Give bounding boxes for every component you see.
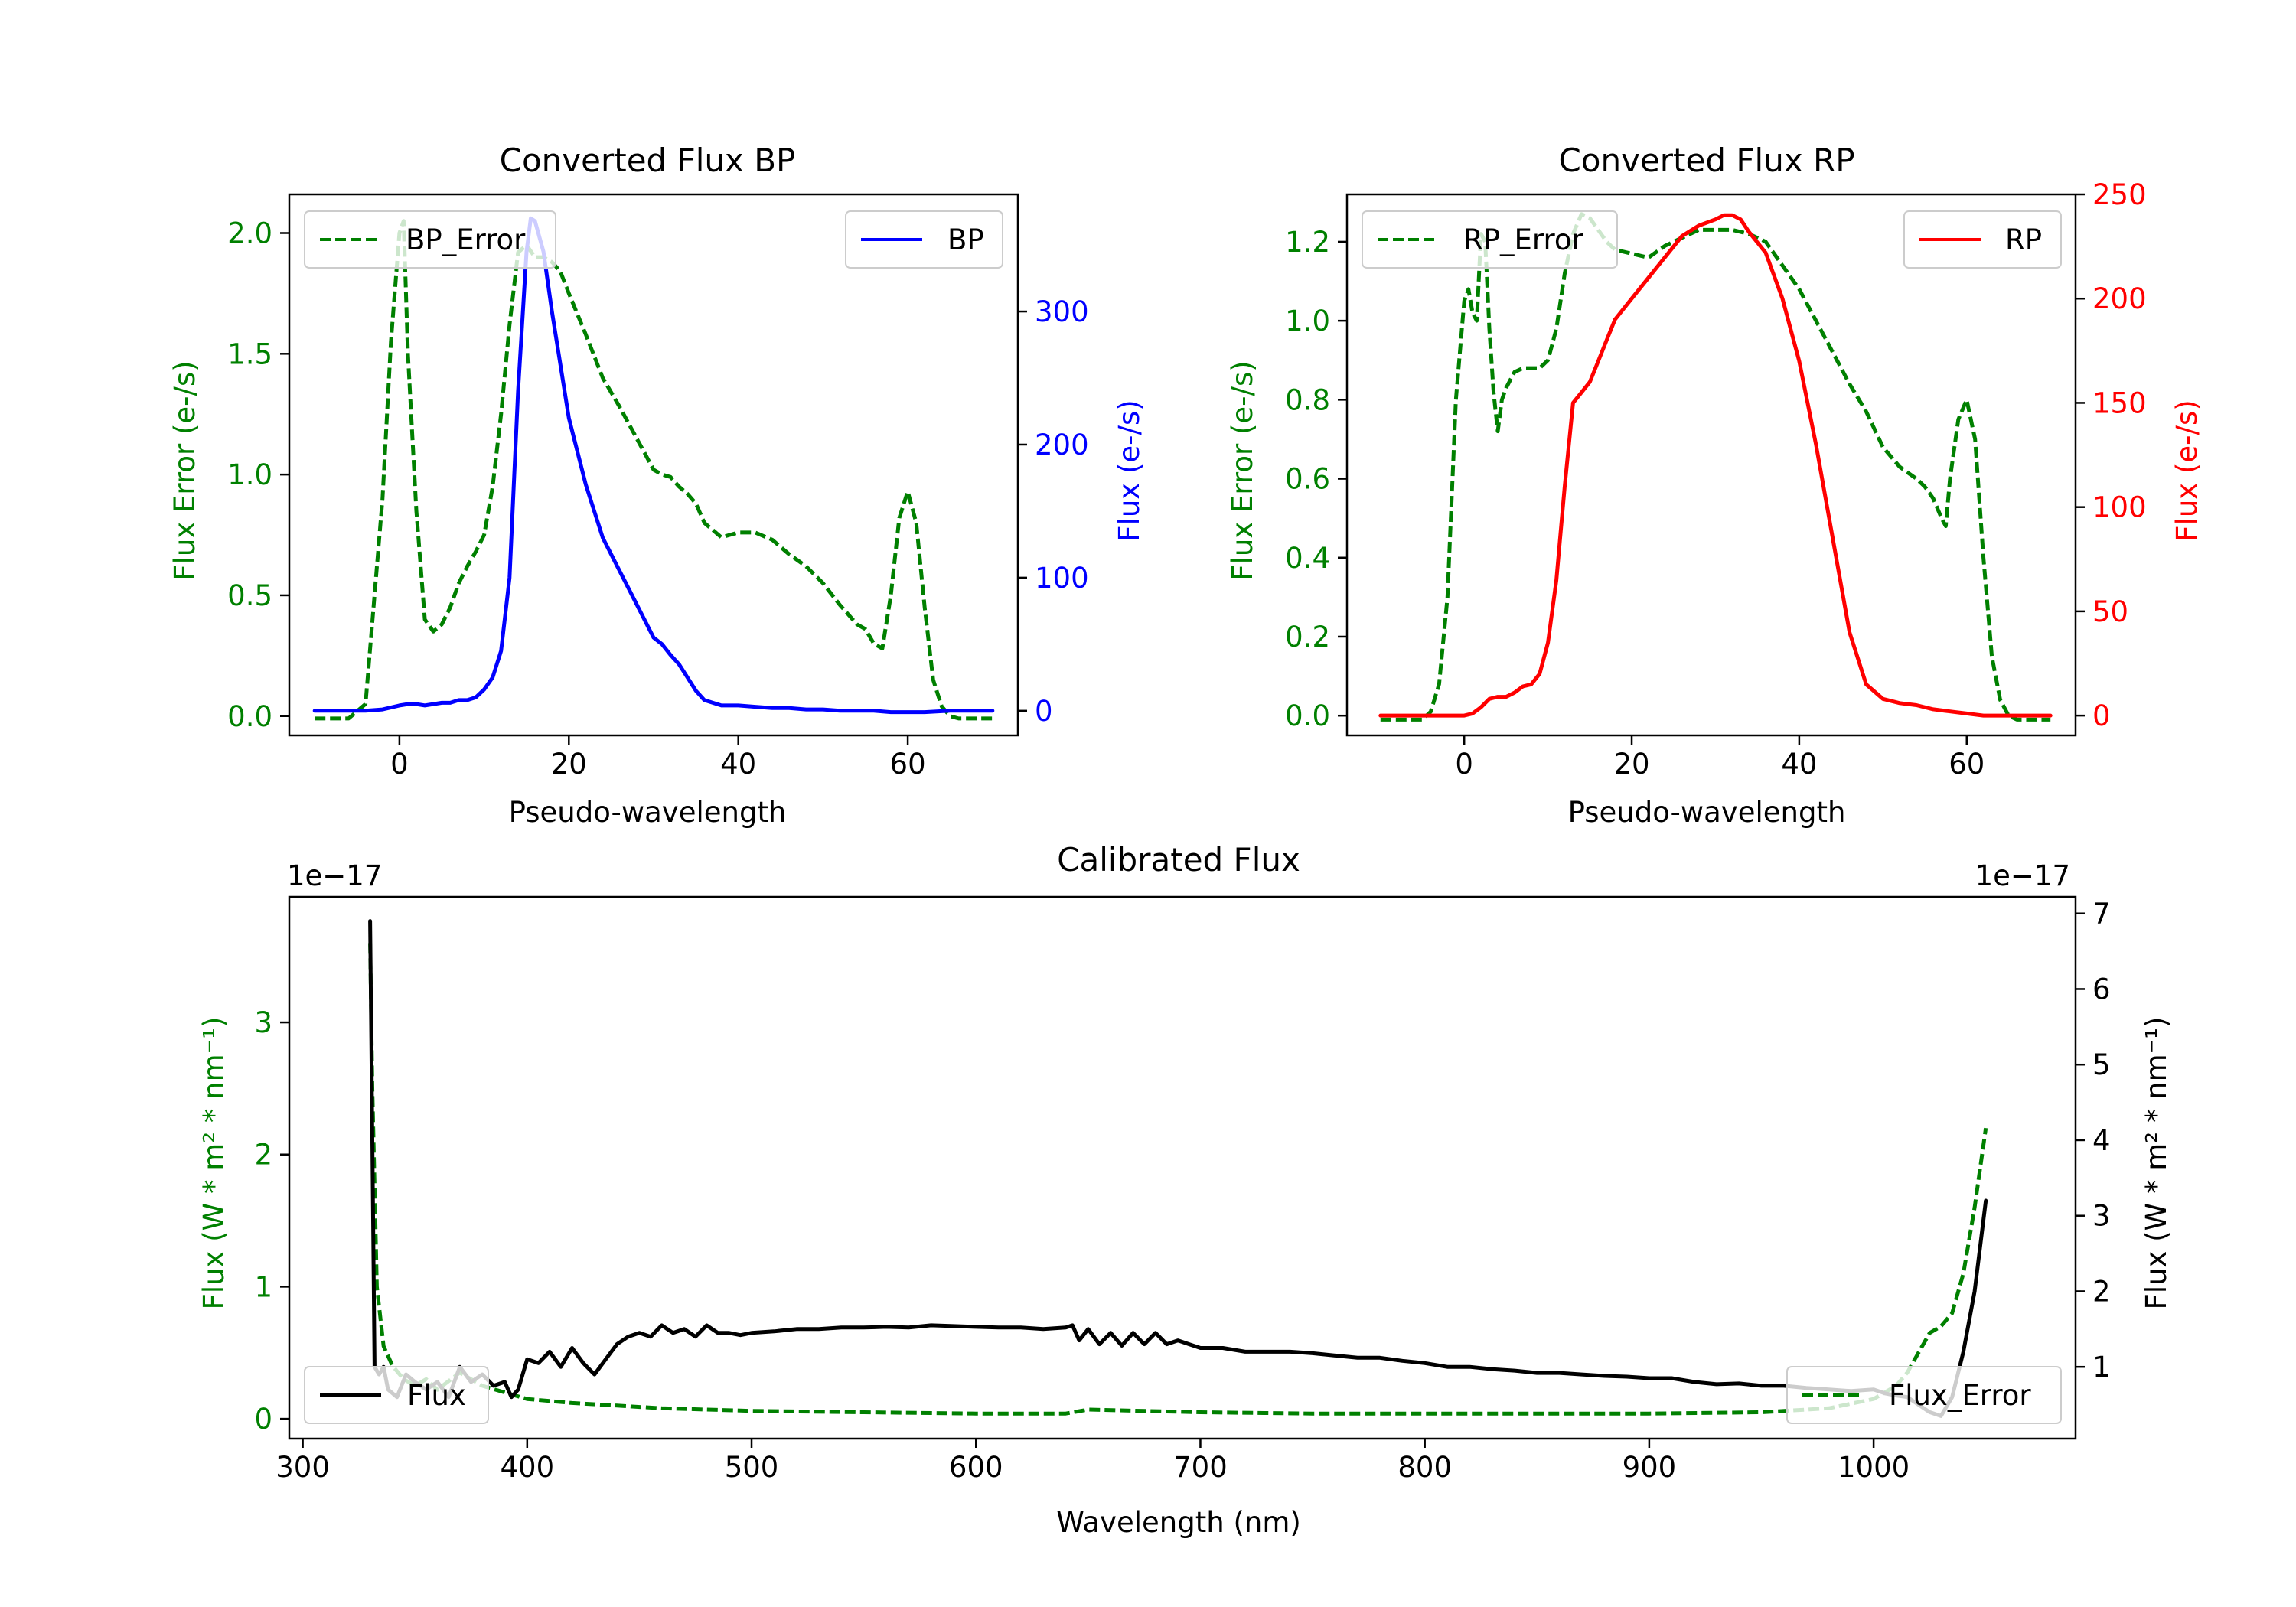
bp-ytick-right-label: 100 bbox=[1035, 562, 1089, 595]
calibrated-ytick-right-label: 5 bbox=[2092, 1048, 2111, 1081]
bp-xtick-label: 0 bbox=[390, 748, 409, 781]
calibrated-xtick-label: 800 bbox=[1397, 1451, 1452, 1484]
bp-ytick-left-label: 1.0 bbox=[227, 458, 272, 491]
panel-calibrated-legend-left-label: Flux bbox=[407, 1379, 466, 1412]
rp-ytick-left-label: 0.4 bbox=[1285, 542, 1330, 575]
panel-rp-ylabel-right: Flux (e-/s) bbox=[2170, 399, 2203, 541]
rp-ytick-right-label: 100 bbox=[2092, 491, 2147, 524]
rp-ytick-right-label: 0 bbox=[2092, 699, 2111, 732]
bp-ytick-right-label: 200 bbox=[1035, 429, 1089, 461]
panel-calibrated-plot: 300 400 500 600 700 800 900 1000 0 1 2 3 1 2 3 4 5 6 7 bbox=[254, 895, 2111, 1484]
panel-calibrated-xlabel: Wavelength (nm) bbox=[1056, 1506, 1301, 1539]
calibrated-ytick-left-label: 1 bbox=[254, 1270, 272, 1303]
panel-bp-legend-left-label: BP_Error bbox=[406, 223, 526, 256]
panel-calibrated-title: Calibrated Flux bbox=[1057, 841, 1300, 878]
panel-bp-legend-left-box bbox=[304, 210, 556, 269]
panel-rp-plot: 0 20 40 60 0.0 0.2 0.4 0.6 0.8 1.0 1.2 0 50 100 150 200… bbox=[1285, 178, 2146, 781]
calibrated-ytick-left-label: 0 bbox=[254, 1403, 272, 1436]
calibrated-ytick-right-label: 3 bbox=[2092, 1200, 2111, 1233]
panel-calibrated-legend-right-box bbox=[1786, 1366, 2062, 1424]
rp-ytick-left-label: 0.6 bbox=[1285, 463, 1330, 496]
panel-bp-ylabel-right: Flux (e-/s) bbox=[1113, 399, 1146, 541]
rp-ytick-right-label: 250 bbox=[2092, 178, 2147, 211]
calibrated-xtick-label: 900 bbox=[1623, 1451, 1677, 1484]
calibrated-xtick-label: 400 bbox=[500, 1451, 554, 1484]
calibrated-xtick-label: 300 bbox=[276, 1451, 330, 1484]
panel-bp-legend-right-box bbox=[845, 210, 1003, 269]
panel-bp-title: Converted Flux BP bbox=[500, 142, 796, 179]
calibrated-xtick-label: 500 bbox=[725, 1451, 779, 1484]
panel-calibrated-legend-right: Flux_Error bbox=[1786, 1366, 2062, 1424]
rp-xtick-label: 0 bbox=[1455, 748, 1473, 781]
panel-calibrated-offset-left: 1e−17 bbox=[287, 859, 382, 892]
bp-xtick-label: 40 bbox=[720, 748, 756, 781]
panel-rp-legend-left: RP_Error bbox=[1362, 210, 1618, 269]
panel-bp-plot: 0 20 40 60 0.0 0.5 1.0 1.5 2.0 0 100 200 300 bbox=[227, 193, 1089, 781]
calibrated-xtick-label: 600 bbox=[949, 1451, 1003, 1484]
calibrated-ytick-right-label: 2 bbox=[2092, 1275, 2111, 1308]
calibrated-ytick-right-label: 4 bbox=[2092, 1124, 2111, 1157]
calibrated-ytick-right-label: 1 bbox=[2092, 1351, 2111, 1384]
bp-xtick-label: 20 bbox=[551, 748, 587, 781]
panel-rp-legend-right-label: RP bbox=[2005, 223, 2042, 256]
rp-xtick-label: 40 bbox=[1781, 748, 1817, 781]
panel-calibrated-legend-right-label: Flux_Error bbox=[1889, 1379, 2031, 1412]
panel-rp-legend-right-box bbox=[1903, 210, 2062, 269]
rp-ytick-left-label: 0.2 bbox=[1285, 621, 1330, 654]
calibrated-xtick-label: 700 bbox=[1173, 1451, 1228, 1484]
rp-ytick-left-label: 0.0 bbox=[1285, 699, 1330, 732]
calibrated-ytick-right-label: 6 bbox=[2092, 973, 2111, 1006]
rp-ytick-left-label: 1.2 bbox=[1285, 226, 1330, 259]
rp-series-rp-line bbox=[1378, 213, 2053, 718]
bp-axes-frame bbox=[288, 193, 1019, 737]
panel-bp-legend-right-label: BP bbox=[947, 223, 984, 256]
calibrated-ytick-right-label: 7 bbox=[2092, 898, 2111, 931]
panel-bp-ylabel-left: Flux Error (e-/s) bbox=[168, 360, 201, 580]
panel-calibrated-ylabel-right: Flux (W * m² * nm⁻¹) bbox=[2140, 1017, 2173, 1310]
bp-ytick-left-label: 1.5 bbox=[227, 337, 272, 370]
bp-ytick-left-label: 2.0 bbox=[227, 217, 272, 250]
bp-series-bp-error-line bbox=[315, 219, 993, 721]
rp-ytick-right-label: 200 bbox=[2092, 282, 2147, 315]
rp-ytick-left-label: 0.8 bbox=[1285, 383, 1330, 416]
calibrated-axes-frame bbox=[288, 895, 2077, 1440]
panel-calibrated-offset-right: 1e−17 bbox=[1975, 859, 2070, 892]
bp-ytick-left-label: 0.0 bbox=[227, 700, 272, 733]
panel-rp: Converted Flux RP Pseudo-wavelength Flux… bbox=[1226, 142, 2203, 829]
panel-bp-xlabel: Pseudo-wavelength bbox=[509, 796, 787, 829]
bp-ytick-right-label: 0 bbox=[1035, 695, 1053, 728]
rp-axes-frame bbox=[1345, 193, 2077, 737]
panel-bp-legend-right: BP bbox=[845, 210, 1003, 269]
panel-rp-legend-left-box bbox=[1362, 210, 1618, 269]
panel-rp-ylabel-left: Flux Error (e-/s) bbox=[1226, 360, 1259, 580]
panel-rp-legend-left-label: RP_Error bbox=[1463, 223, 1583, 256]
rp-ytick-right-label: 50 bbox=[2092, 595, 2128, 628]
panel-calibrated: Calibrated Flux Wavelength (nm) 1e−17 1e… bbox=[197, 841, 2173, 1539]
rp-ytick-right-label: 150 bbox=[2092, 386, 2147, 419]
bp-series-bp-line bbox=[312, 216, 995, 715]
panel-rp-legend-right: RP bbox=[1903, 210, 2062, 269]
calibrated-series-flux-line bbox=[368, 919, 1988, 1418]
rp-ytick-left-label: 1.0 bbox=[1285, 305, 1330, 337]
bp-xtick-label: 60 bbox=[890, 748, 926, 781]
panel-calibrated-ylabel-left: Flux (W * m² * nm⁻¹) bbox=[197, 1017, 230, 1310]
calibrated-xtick-label: 1000 bbox=[1838, 1451, 1910, 1484]
panel-calibrated-legend-left-box bbox=[304, 1366, 489, 1424]
panel-rp-xlabel: Pseudo-wavelength bbox=[1568, 796, 1846, 829]
calibrated-ytick-left-label: 3 bbox=[254, 1006, 272, 1039]
panel-bp-legend-left: BP_Error bbox=[304, 210, 556, 269]
rp-xtick-label: 20 bbox=[1613, 748, 1649, 781]
calibrated-ytick-left-label: 2 bbox=[254, 1139, 272, 1172]
panel-rp-title: Converted Flux RP bbox=[1558, 142, 1854, 179]
calibrated-series-flux-error-line bbox=[368, 943, 1988, 1416]
rp-xtick-label: 60 bbox=[1949, 748, 1985, 781]
bp-ytick-left-label: 0.5 bbox=[227, 579, 272, 612]
bp-ytick-right-label: 300 bbox=[1035, 295, 1089, 328]
panel-bp: Converted Flux BP Pseudo-wavelength Flux… bbox=[168, 142, 1146, 829]
panel-calibrated-legend-left: Flux bbox=[304, 1366, 489, 1424]
